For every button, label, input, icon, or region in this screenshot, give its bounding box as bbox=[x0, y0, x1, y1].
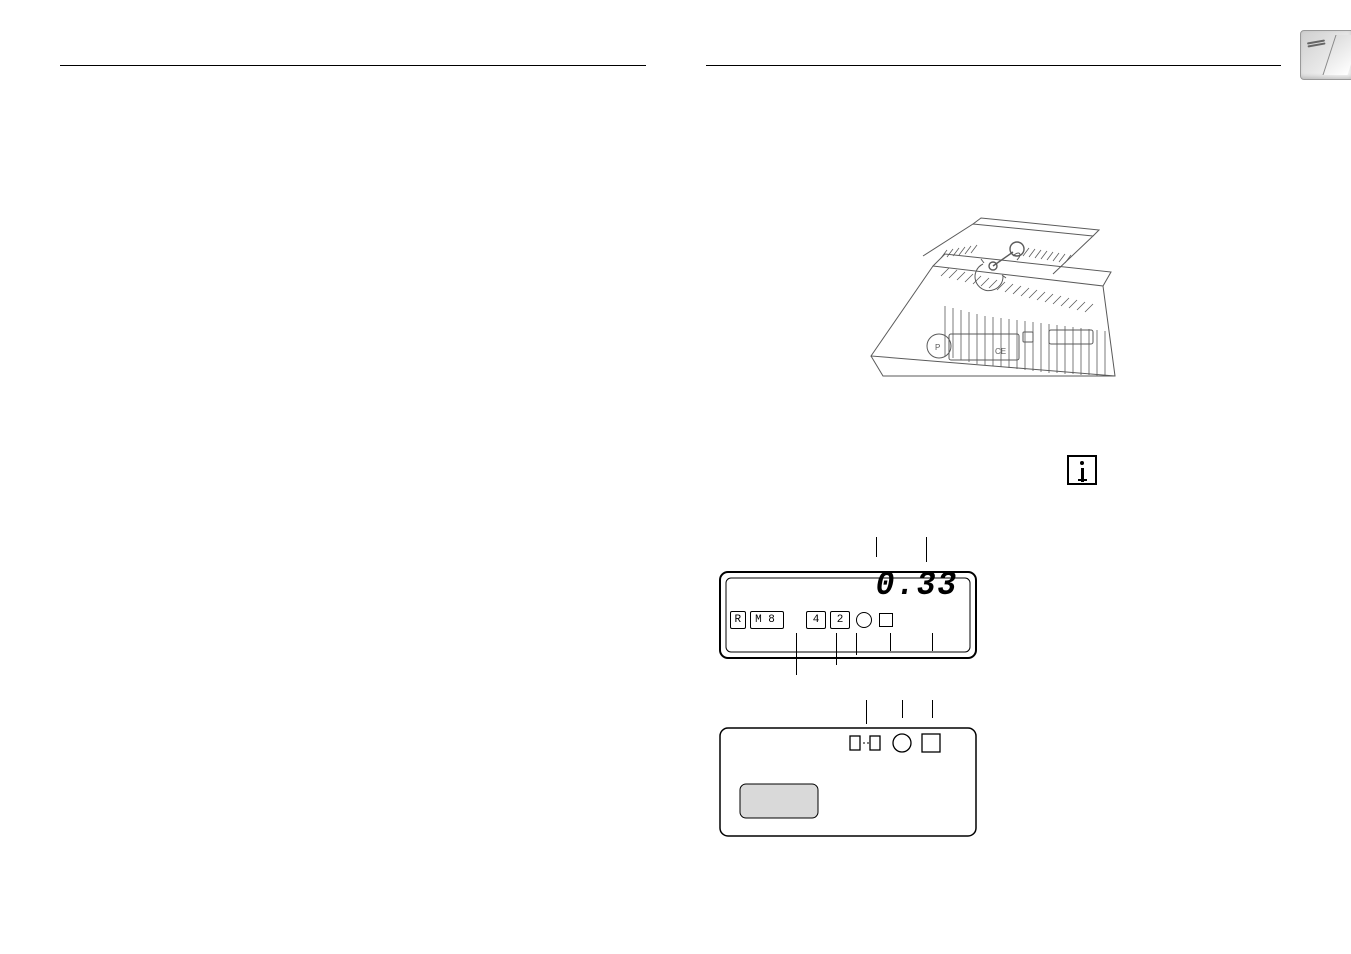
lcd-tag-4: 4 bbox=[806, 611, 826, 629]
left-top-rule bbox=[60, 65, 646, 66]
info-icon: i bbox=[1067, 455, 1097, 485]
lcd-callout-tick bbox=[876, 537, 877, 557]
device-illustration: P CE bbox=[853, 206, 1143, 406]
lcd-value: 0.33 bbox=[875, 567, 957, 605]
lcd-status-row: R M 8 4 2 bbox=[730, 611, 894, 629]
ce-mark-icon: CE bbox=[995, 347, 1006, 356]
page-corner-tab-icon bbox=[1300, 30, 1351, 80]
lcd-display: 0.33 R M 8 4 2 bbox=[718, 555, 978, 675]
lcd-led-square-icon bbox=[879, 613, 893, 627]
lcd-callout-tick bbox=[926, 537, 927, 562]
right-top-rule bbox=[706, 65, 1282, 66]
svg-text:P: P bbox=[935, 343, 940, 352]
left-column bbox=[0, 0, 676, 954]
right-column: P CE bbox=[676, 0, 1351, 954]
envelope-diagram bbox=[718, 722, 978, 842]
lcd-led-circle-icon bbox=[856, 612, 872, 628]
lcd-tag-r: R bbox=[730, 611, 747, 629]
device-ce-label: CE bbox=[1143, 206, 1144, 207]
lcd-tag-m8: M 8 bbox=[750, 611, 784, 629]
lcd-tag-2: 2 bbox=[830, 611, 850, 629]
